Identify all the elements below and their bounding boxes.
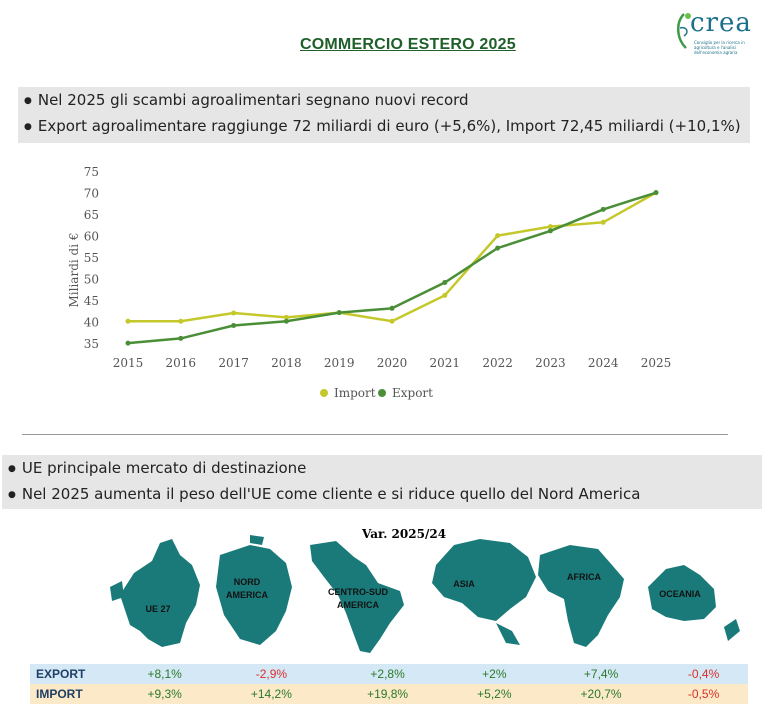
page-title: COMMERCIO ESTERO 2025 xyxy=(300,36,516,53)
map-panel-title: Var. 2025/24 xyxy=(362,527,447,541)
legend-marker xyxy=(378,389,386,397)
legend-marker xyxy=(320,389,328,397)
region-label: UE 27 xyxy=(145,604,170,614)
section-divider xyxy=(22,434,728,435)
region-label: OCEANIA xyxy=(659,589,701,599)
map-central-south-america xyxy=(310,541,404,653)
logo-subtext: Consiglio per la ricerca in agricoltura … xyxy=(694,40,745,55)
table-row: IMPORT +9,3% +14,2% +19,8% +5,2% +20,7% -0,5% xyxy=(30,684,748,704)
bullet-item: ● Export agroalimentare raggiunge 72 mili… xyxy=(24,117,741,135)
legend-label: Import xyxy=(334,386,376,400)
y-tick-label: 40 xyxy=(84,316,99,330)
region-label: CENTRO-SUD xyxy=(328,587,388,597)
trade-line-chart: 35 40 45 50 55 60 65 70 75 2015 2016 2017 2018 2019 2… xyxy=(67,165,672,400)
data-point-export xyxy=(600,206,606,212)
region-label: NORD xyxy=(234,577,261,587)
map-asia xyxy=(432,539,536,645)
y-tick-label: 75 xyxy=(84,165,99,179)
data-point-export xyxy=(283,318,289,324)
data-point-export xyxy=(178,335,184,341)
data-point-import xyxy=(389,318,395,324)
data-point-export xyxy=(389,305,395,311)
map-ue27 xyxy=(110,539,200,647)
bullet-item: ● Nel 2025 aumenta il peso dell'UE come c… xyxy=(8,485,641,503)
table-cell: -0,4% xyxy=(659,664,748,684)
map-oceania xyxy=(648,565,740,641)
data-point-import xyxy=(495,233,501,239)
data-point-export xyxy=(125,340,131,346)
bullet-dot-icon: ● xyxy=(24,121,32,132)
y-tick-label: 65 xyxy=(84,208,99,222)
y-tick-label: 60 xyxy=(84,230,99,244)
table-cell: +2,8% xyxy=(329,664,446,684)
crea-logo xyxy=(677,13,691,49)
y-tick-label: 70 xyxy=(84,187,99,201)
data-point-export xyxy=(231,323,237,329)
x-tick-label: 2015 xyxy=(113,356,144,370)
data-point-import xyxy=(283,314,289,320)
data-point-export xyxy=(495,245,501,251)
y-tick-label: 45 xyxy=(84,294,99,308)
bullet-dot-icon: ● xyxy=(24,95,32,106)
x-tick-label: 2022 xyxy=(482,356,513,370)
x-tick-label: 2020 xyxy=(377,356,408,370)
region-label: ASIA xyxy=(453,579,475,589)
region-label: AMERICA xyxy=(337,600,379,610)
table-cell: +14,2% xyxy=(213,684,330,704)
y-axis-label: Miliardi di € xyxy=(67,233,81,308)
x-tick-label: 2018 xyxy=(271,356,302,370)
data-point-export xyxy=(547,228,553,234)
x-tick-label: 2019 xyxy=(324,356,355,370)
table-cell: +20,7% xyxy=(542,684,660,704)
region-label: AMERICA xyxy=(226,590,268,600)
x-tick-label: 2025 xyxy=(641,356,672,370)
variation-table: EXPORT +8,1% -2,9% +2,8% +2% +7,4% -0,4% IMPORT… xyxy=(30,664,748,704)
data-point-import xyxy=(178,318,184,324)
map-north-america xyxy=(216,535,292,645)
data-point-import xyxy=(442,292,448,298)
table-cell: +5,2% xyxy=(445,684,543,704)
row-label: IMPORT xyxy=(30,684,116,704)
bullet-item: ● Nel 2025 gli scambi agroalimentari segn… xyxy=(24,91,469,109)
x-tick-label: 2024 xyxy=(588,356,619,370)
x-tick-label: 2023 xyxy=(535,356,566,370)
data-point-import xyxy=(600,219,606,225)
table-cell: +19,8% xyxy=(329,684,446,704)
bullet-item: ● UE principale mercato di destinazione xyxy=(8,459,307,477)
logo-wordmark: crea xyxy=(690,8,752,38)
row-label: EXPORT xyxy=(30,664,116,684)
table-cell: +8,1% xyxy=(116,664,214,684)
bullet-dot-icon: ● xyxy=(8,489,16,500)
data-point-import xyxy=(547,224,553,230)
table-row: EXPORT +8,1% -2,9% +2,8% +2% +7,4% -0,4% xyxy=(30,664,748,684)
y-tick-label: 55 xyxy=(84,251,99,265)
x-tick-label: 2017 xyxy=(218,356,249,370)
world-regions-maps: UE 27 NORD AMERICA CENTRO-SUD AMERICA ASIA AFR… xyxy=(110,535,740,653)
bullet-dot-icon: ● xyxy=(8,463,16,474)
table-cell: -2,9% xyxy=(213,664,330,684)
region-label: AFRICA xyxy=(567,572,601,582)
table-cell: -0,5% xyxy=(659,684,748,704)
market-band: ● UE principale mercato di destinazione ●… xyxy=(2,455,762,509)
summary-band: ● Nel 2025 gli scambi agroalimentari segn… xyxy=(18,87,750,143)
data-point-import xyxy=(125,318,131,324)
x-tick-label: 2016 xyxy=(166,356,197,370)
data-point-export xyxy=(442,280,448,286)
table-cell: +9,3% xyxy=(116,684,214,704)
series-line-import xyxy=(128,191,657,323)
map-africa xyxy=(538,545,624,647)
data-point-import xyxy=(231,310,237,316)
table-cell: +7,4% xyxy=(542,664,660,684)
data-point-export xyxy=(336,310,342,316)
table-cell: +2% xyxy=(445,664,543,684)
y-tick-label: 50 xyxy=(84,273,99,287)
legend-label: Export xyxy=(392,386,433,400)
x-tick-label: 2021 xyxy=(430,356,461,370)
y-tick-label: 35 xyxy=(84,337,99,351)
data-point-export xyxy=(653,190,659,196)
